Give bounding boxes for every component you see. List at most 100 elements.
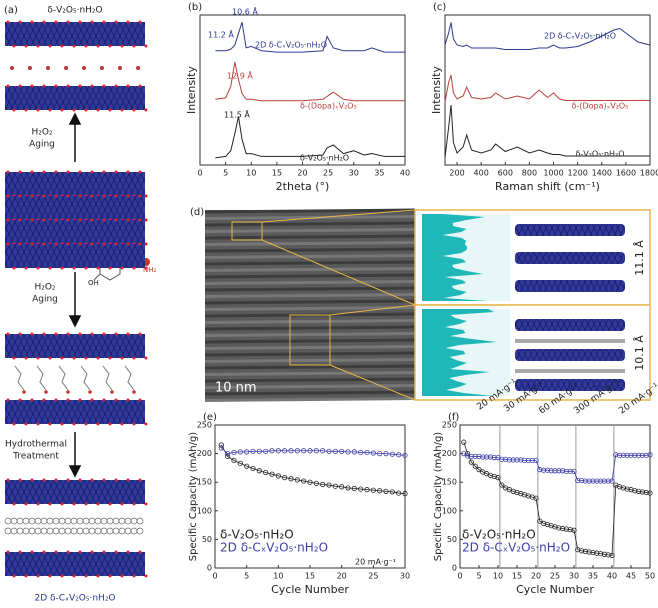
x-tick-label: 1200 — [567, 169, 587, 178]
x-tick-label: 5 — [476, 572, 481, 581]
oxygen — [114, 84, 118, 88]
oxygen — [78, 84, 82, 88]
data-point — [472, 453, 478, 460]
lattice-fringe — [204, 293, 416, 298]
lattice-fringe — [204, 221, 416, 227]
data-point — [358, 449, 364, 456]
oxygen — [102, 332, 106, 336]
series-label: δ-V₂O₅·nH₂O — [575, 150, 624, 159]
oxygen — [102, 170, 106, 174]
data-point — [383, 450, 389, 457]
carbon-ring — [64, 527, 72, 535]
series-label: 2D δ-CₓV₂O₅·nH₂O — [255, 41, 327, 50]
oxygen — [48, 574, 52, 578]
oxygen — [6, 194, 10, 198]
vo-layer — [5, 334, 145, 358]
data-point — [464, 453, 471, 459]
oxygen — [120, 356, 124, 360]
x-tick-label: 0 — [212, 572, 217, 581]
oxygen — [30, 332, 34, 336]
data-point — [590, 549, 596, 556]
data-point — [389, 489, 395, 495]
oxygen — [144, 502, 148, 506]
data-point — [609, 478, 615, 484]
oxygen — [48, 44, 52, 48]
oxygen — [144, 422, 148, 426]
carbon-ring — [82, 527, 90, 535]
y-tick-label: 250 — [197, 421, 212, 430]
oxygen — [54, 478, 58, 482]
data-point — [377, 488, 383, 494]
carbon-ring — [34, 517, 42, 525]
profile — [422, 214, 488, 301]
y-tick-label: 100 — [197, 506, 212, 515]
data-point — [578, 477, 585, 484]
oxygen — [102, 20, 106, 24]
y-axis-label: Intensity — [430, 66, 443, 114]
oxygen — [120, 422, 124, 426]
data-point — [288, 448, 294, 454]
oxygen — [102, 550, 106, 554]
series-line — [444, 104, 650, 158]
vo-layer — [5, 220, 145, 244]
oxygen — [78, 20, 82, 24]
x-tick-label: 1800 — [640, 169, 658, 178]
data-point — [647, 490, 653, 496]
carbon-ring — [76, 527, 84, 535]
n-atom — [44, 390, 48, 394]
data-point — [250, 465, 256, 472]
oxygen — [30, 398, 34, 402]
carbon-ring — [94, 527, 102, 535]
oxygen — [66, 398, 70, 402]
data-point — [468, 459, 474, 465]
data-point — [529, 457, 535, 464]
water — [82, 66, 86, 70]
oxygen — [132, 422, 136, 426]
dopamine-chain — [14, 365, 25, 391]
oxygen — [54, 550, 58, 554]
x-tick-label: 400 — [474, 169, 489, 178]
oxygen — [30, 84, 34, 88]
legend-entry: δ-V₂O₅·nH₂O — [220, 528, 294, 542]
oxygen — [54, 332, 58, 336]
data-point — [575, 477, 581, 484]
oxygen — [144, 108, 148, 112]
oxygen — [78, 550, 82, 554]
lattice-fringe — [204, 390, 416, 396]
n-atom — [66, 390, 70, 394]
oxygen — [108, 422, 112, 426]
oxygen — [12, 44, 16, 48]
oxygen — [54, 398, 58, 402]
oxygen — [132, 502, 136, 506]
dopamine-chain — [36, 365, 47, 391]
x-tick-label: 40 — [607, 572, 617, 581]
data-point — [313, 480, 319, 486]
oxygen — [138, 218, 142, 222]
oxygen — [78, 194, 82, 198]
oxygen — [30, 242, 34, 246]
oxygen — [48, 108, 52, 112]
oxygen — [90, 218, 94, 222]
data-point — [218, 445, 224, 451]
lattice-fringe — [204, 299, 416, 305]
oxygen — [132, 44, 136, 48]
data-point — [383, 488, 389, 494]
oxygen — [54, 194, 58, 198]
y-tick-label: 0 — [207, 564, 212, 573]
y-axis-label: Intensity — [185, 66, 198, 114]
data-point — [559, 525, 566, 532]
oxygen — [42, 478, 46, 482]
oxygen — [42, 218, 46, 222]
x-tick-label: 35 — [588, 572, 598, 581]
oxygen — [96, 422, 100, 426]
oxygen — [42, 398, 46, 402]
data-point — [483, 454, 490, 460]
data-point — [358, 486, 364, 492]
x-tick-label: 0 — [197, 169, 202, 178]
x-tick-label: 45 — [626, 572, 636, 581]
data-point — [643, 489, 649, 496]
x-tick-label: 800 — [522, 169, 537, 178]
data-point — [590, 478, 596, 484]
data-point — [632, 488, 638, 494]
x-tick-label: 30 — [400, 572, 410, 581]
